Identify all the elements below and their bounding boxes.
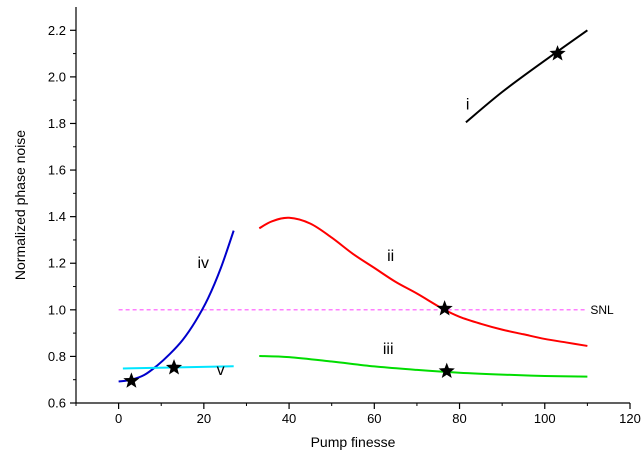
series-label-i: i [466, 96, 470, 113]
series-label-iv: iv [197, 255, 209, 272]
y-tick-label: 1.0 [48, 302, 66, 317]
series-label-iii: iii [383, 341, 394, 358]
series-group [118, 29, 588, 383]
star-marker-ii [436, 300, 453, 316]
series-line-iii [259, 354, 588, 378]
star-marker-iii [438, 362, 455, 378]
x-tick-label: 100 [534, 411, 556, 426]
x-tick-label: 60 [367, 411, 381, 426]
x-tick-label: 20 [197, 411, 211, 426]
star-marker-i [549, 45, 566, 61]
y-tick-label: 2.2 [48, 23, 66, 38]
x-axis-title: Pump finesse [311, 434, 396, 450]
axis-ticks: 0 20 40 60 80 100 120 0.6 0.8 1.0 1.2 1.4 1.6 1.8 2.0 2… [48, 23, 641, 426]
y-tick-label: 1.6 [48, 163, 66, 178]
y-tick-label: 1.2 [48, 256, 66, 271]
series-line-iv [118, 230, 235, 383]
star-marker-v [165, 359, 183, 375]
plot-frame [75, 7, 630, 404]
snl-label: SNL [590, 303, 614, 317]
x-tick-label: 40 [282, 411, 296, 426]
series-label-ii: ii [387, 248, 394, 265]
y-tick-label: 0.8 [48, 349, 66, 364]
y-tick-label: 1.8 [48, 116, 66, 131]
y-tick-label: 0.6 [48, 396, 66, 411]
x-tick-label: 0 [115, 411, 122, 426]
series-line-i [465, 29, 588, 124]
y-tick-label: 1.4 [48, 209, 66, 224]
reference-line-group: SNL [118, 303, 614, 317]
x-tick-label: 80 [452, 411, 466, 426]
marker-group [123, 45, 566, 388]
x-tick-label: 120 [619, 411, 641, 426]
y-axis-title: Normalized phase noise [12, 130, 28, 280]
y-tick-label: 2.0 [48, 69, 66, 84]
series-label-v: v [217, 362, 225, 379]
series-line-ii [258, 216, 588, 347]
star-marker-iv [123, 372, 140, 388]
